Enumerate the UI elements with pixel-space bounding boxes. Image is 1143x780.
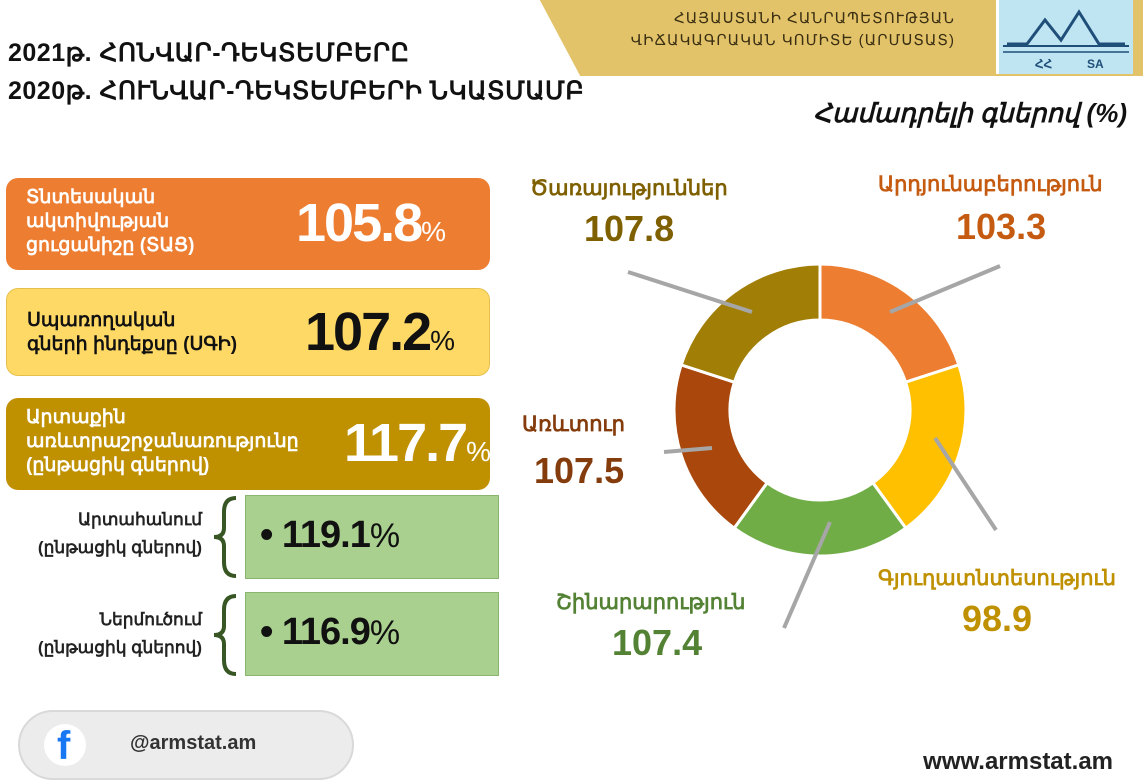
logo-left-text: ՀՀ (1035, 57, 1053, 71)
facebook-icon: f (44, 724, 86, 768)
percent-sign: % (421, 216, 447, 247)
import-value: • 116.9% (260, 611, 400, 654)
segment-label-services: Ծառայություններ (530, 177, 728, 200)
indicator-box-economic-activity: Տնտեսական ակտիվության ցուցանիշը (ՏԱՑ) 10… (6, 178, 490, 270)
export-value: • 119.1% (260, 514, 400, 557)
sub-label-line: (ընթացիկ գներով) (37, 538, 202, 557)
segment-services (679, 262, 822, 385)
sub-label-line: (ընթացիկ գներով) (37, 638, 202, 657)
indicator-value: 107.2% (305, 301, 455, 363)
percent-sign: % (466, 436, 492, 467)
segment-label-industry: Արդյունաբերություն (878, 173, 1103, 196)
indicator-label: Տնտեսական ակտիվության ցուցանիշը (ՏԱՑ) (26, 186, 195, 258)
segment-value-services: 107.8 (584, 208, 675, 249)
donut-chart (672, 262, 968, 558)
indicator-value: 117.7% (344, 412, 491, 474)
page-title-line-1: 2021թ. ՀՈՆՎԱՐ-ԴԵԿՏԵՄԲԵՐԸ (8, 39, 410, 67)
chart-subtitle: Համադրելի գներով (%) (813, 98, 1127, 128)
indicator-label-line: Արտաքին (26, 407, 126, 428)
website-link[interactable]: www.armstat.am (923, 748, 1113, 775)
logo-right-text: SA (1087, 57, 1104, 71)
percent-sign: % (430, 325, 456, 356)
segment-label-agriculture: Գյուղատնտեսություն (878, 567, 1116, 590)
facebook-pill[interactable]: f @armstat.am (18, 710, 354, 780)
segment-value-construction: 107.4 (612, 622, 703, 663)
armstat-logo: ՀՀ SA (996, 0, 1133, 74)
segment-label-construction: Շինարարություն (556, 591, 746, 614)
organization-name: ՀԱՅԱՍՏԱՆԻ ՀԱՆՐԱՊԵՏՈՒԹՅԱՆ ՎԻՃԱԿԱԳՐԱԿԱՆ ԿՈ… (600, 8, 955, 52)
export-value-box: • 119.1% (245, 495, 499, 579)
sub-label-line: Արտահանում (78, 510, 202, 529)
percent-sign: % (369, 614, 401, 652)
segment-industry (818, 262, 961, 385)
page-title-line-2: 2020թ. ՀՈՒՆՎԱՐ-ԴԵԿՏԵՄԲԵՐԻ ՆԿԱՏՄԱՄԲ (8, 77, 585, 105)
indicator-number: 117.7 (344, 413, 468, 473)
indicator-label-line: գների ինդեքսը (ՍԳԻ) (27, 334, 238, 355)
percent-sign: % (369, 517, 401, 555)
indicator-box-consumer-price: Սպառողական գների ինդեքսը (ՍԳԻ) 107.2% (6, 288, 490, 376)
sub-label-line: Ներմուծում (99, 610, 202, 629)
indicator-label-line: Սպառողական (27, 310, 176, 331)
bullet: • (260, 611, 273, 653)
segment-value-industry: 103.3 (956, 206, 1047, 247)
bullet: • (260, 514, 273, 556)
import-label: Ներմուծում (ընթացիկ գներով) (10, 606, 202, 662)
segment-value-agriculture: 98.9 (962, 598, 1033, 639)
indicator-number: 107.2 (305, 302, 432, 362)
import-value-box: • 116.9% (245, 592, 499, 676)
logo-graph-icon: ՀՀ SA (1003, 9, 1129, 71)
indicator-label-line: ակտիվության (26, 211, 170, 232)
brace-icon (213, 594, 237, 676)
indicator-box-foreign-trade: Արտաքին առևտրաշրջանառությունը (ընթացիկ գ… (6, 398, 491, 490)
segment-label-trade: Առևտուր (522, 413, 625, 436)
sub-number: 119.1 (281, 514, 371, 556)
export-label: Արտահանում (ընթացիկ գներով) (10, 506, 202, 562)
indicator-label-line: առևտրաշրջանառությունը (26, 431, 299, 452)
indicator-label-line: ցուցանիշը (ՏԱՑ) (26, 235, 195, 256)
indicator-label: Արտաքին առևտրաշրջանառությունը (ընթացիկ գ… (26, 406, 299, 478)
facebook-handle[interactable]: @armstat.am (130, 732, 257, 754)
indicator-label-line: Տնտեսական (26, 187, 156, 208)
indicator-value: 105.8% (296, 192, 446, 254)
org-line-1: ՀԱՅԱՍՏԱՆԻ ՀԱՆՐԱՊԵՏՈՒԹՅԱՆ (673, 10, 955, 27)
indicator-label-line: (ընթացիկ գներով) (26, 455, 210, 476)
sub-number: 116.9 (281, 611, 371, 653)
segment-value-trade: 107.5 (534, 450, 625, 491)
indicator-label: Սպառողական գների ինդեքսը (ՍԳԻ) (27, 309, 237, 357)
segment-trade (672, 362, 770, 531)
indicator-number: 105.8 (296, 193, 423, 253)
facebook-letter: f (57, 724, 71, 768)
brace-icon (213, 496, 237, 578)
org-line-2: ՎԻՃԱԿԱԳՐԱԿԱՆ ԿՈՄԻՏԵ (ԱՐՄՍՏԱՏ) (630, 32, 955, 49)
